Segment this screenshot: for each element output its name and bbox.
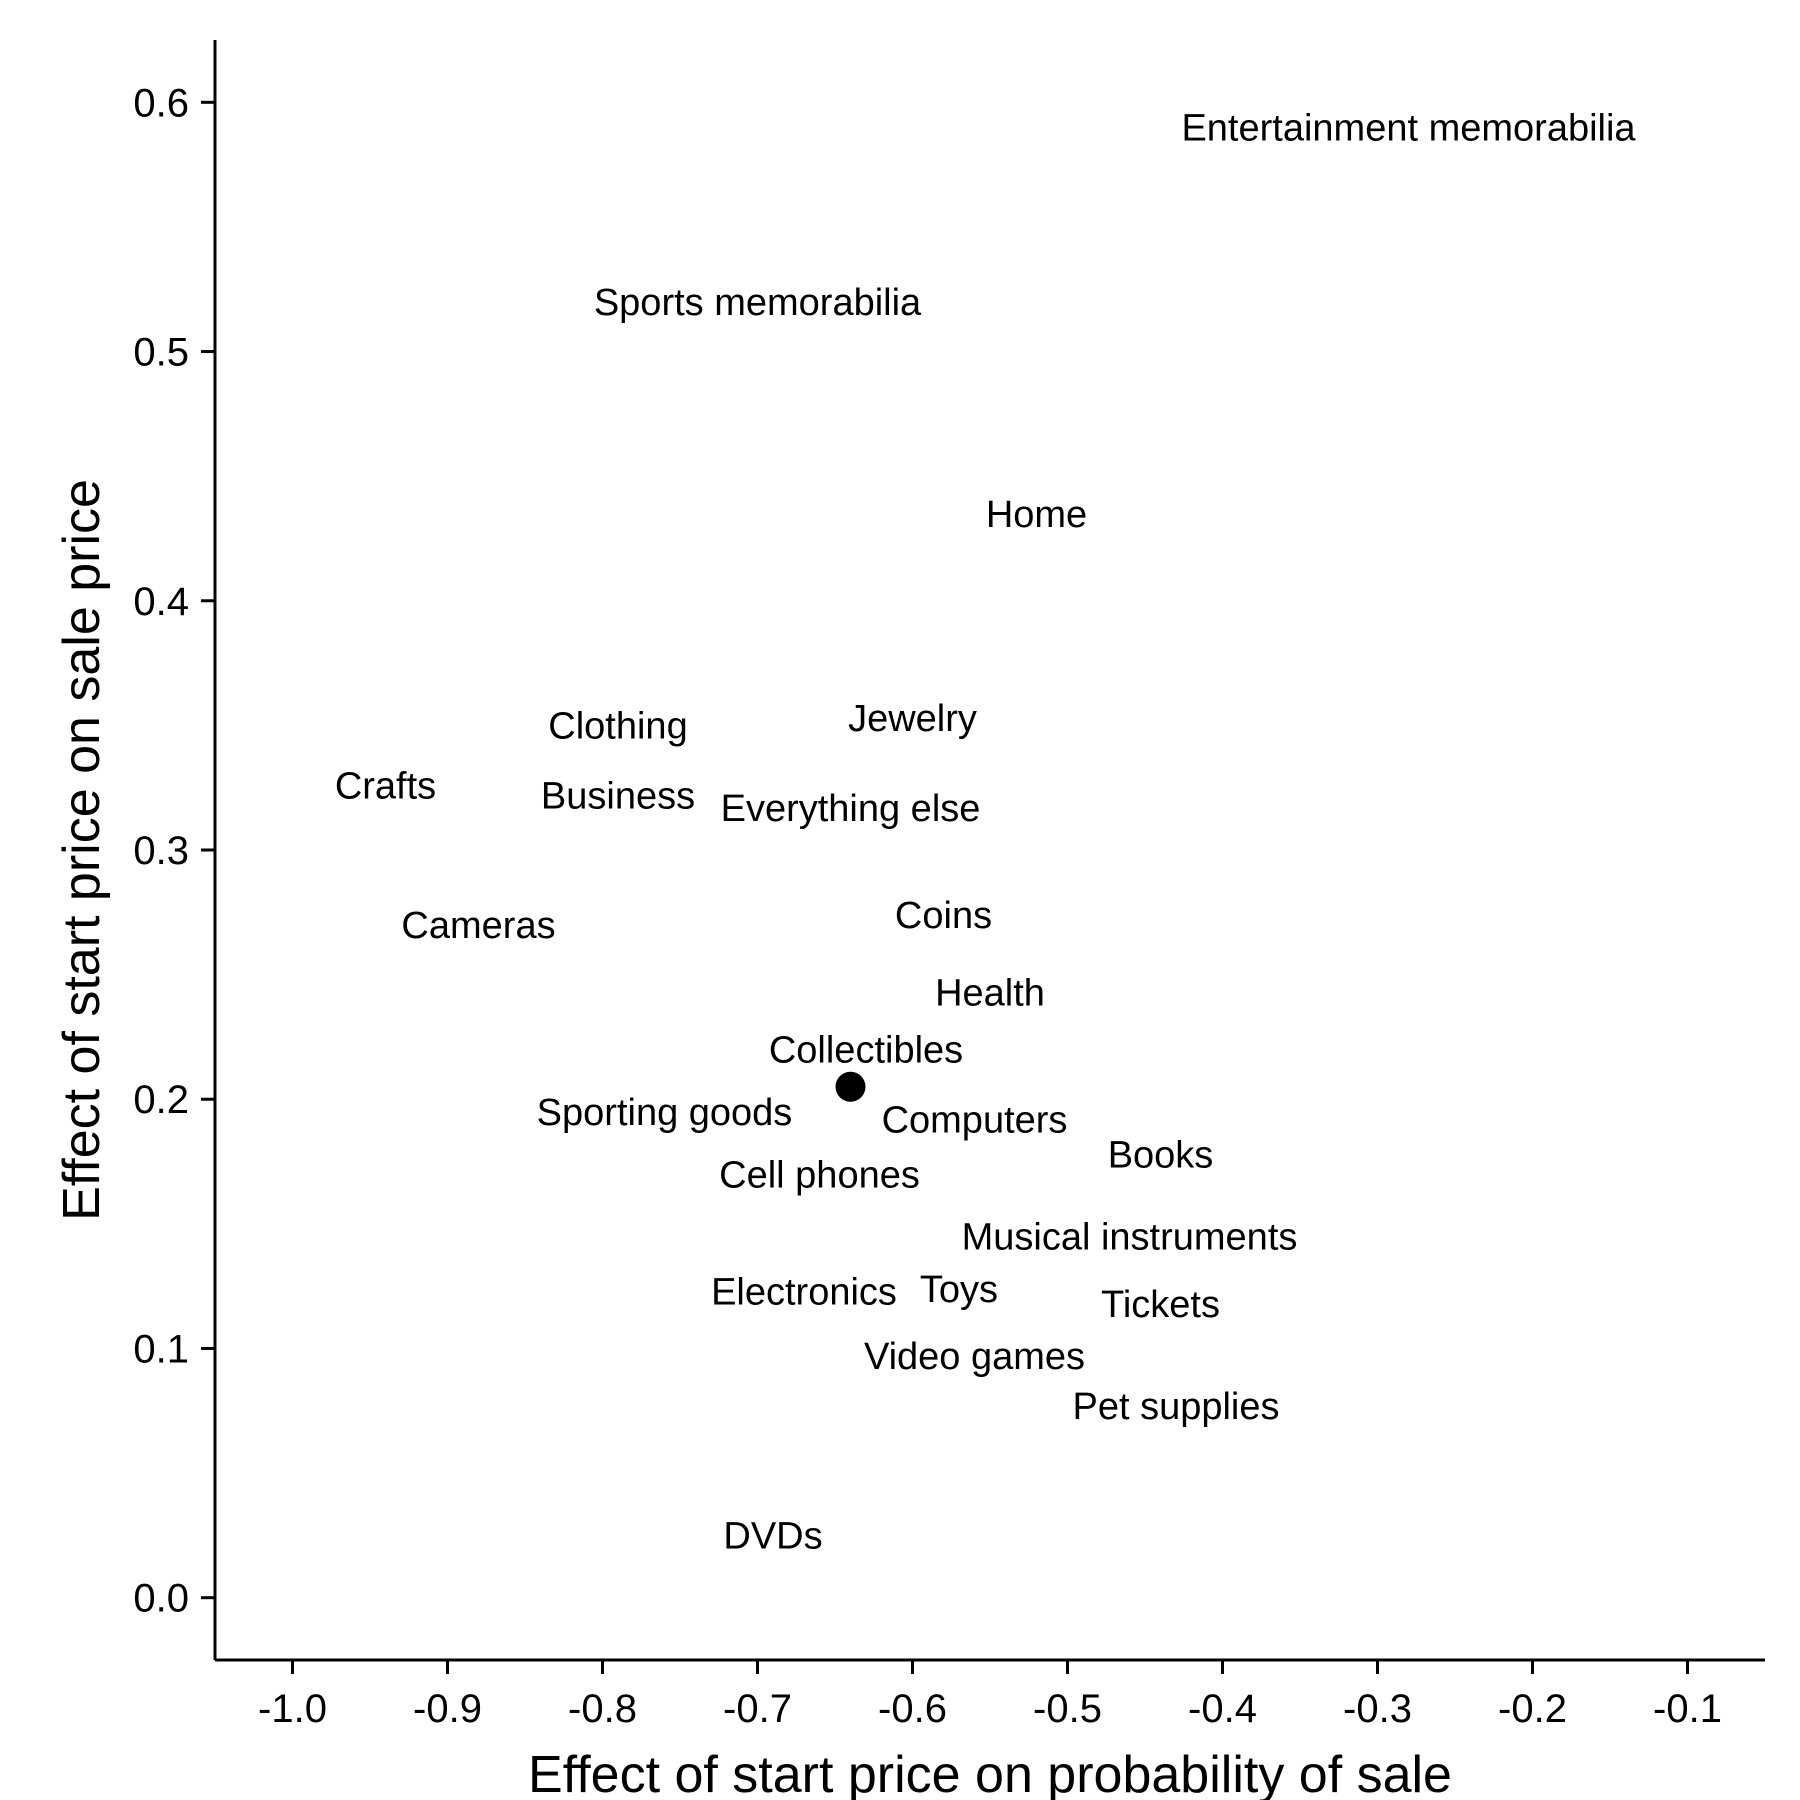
x-tick-label: -0.6 xyxy=(878,1687,947,1731)
category-label: Cell phones xyxy=(719,1154,920,1196)
category-label: Books xyxy=(1108,1134,1214,1176)
y-tick-label: 0.3 xyxy=(133,829,189,873)
x-axis-title: Effect of start price on probability of … xyxy=(528,1746,1452,1800)
category-label: Tickets xyxy=(1101,1284,1220,1326)
x-tick-label: -0.8 xyxy=(568,1687,637,1731)
category-label: Entertainment memorabilia xyxy=(1181,108,1636,150)
y-tick-label: 0.0 xyxy=(133,1577,189,1621)
category-label: Pet supplies xyxy=(1072,1386,1279,1428)
x-tick-label: -0.1 xyxy=(1653,1687,1722,1731)
y-axis-title: Effect of start price on sale price xyxy=(53,479,111,1221)
y-tick-label: 0.6 xyxy=(133,81,189,125)
category-label: Coins xyxy=(895,895,992,937)
category-label: Business xyxy=(541,775,695,817)
category-label: Jewelry xyxy=(848,698,977,740)
category-label: Clothing xyxy=(548,706,687,748)
y-tick-label: 0.4 xyxy=(133,580,189,624)
data-point xyxy=(836,1072,866,1102)
category-label: Everything else xyxy=(721,788,981,830)
category-label: Health xyxy=(935,972,1045,1014)
y-tick-label: 0.5 xyxy=(133,331,189,375)
category-label: Toys xyxy=(920,1269,998,1311)
y-tick-label: 0.2 xyxy=(133,1078,189,1122)
x-tick-label: -0.4 xyxy=(1188,1687,1257,1731)
y-tick-label: 0.1 xyxy=(133,1327,189,1371)
x-tick-label: -0.9 xyxy=(413,1687,482,1731)
x-tick-label: -0.7 xyxy=(723,1687,792,1731)
x-tick-label: -0.5 xyxy=(1033,1687,1102,1731)
category-label: Computers xyxy=(882,1099,1068,1141)
category-label: Cameras xyxy=(401,905,555,947)
category-label: Collectibles xyxy=(769,1030,963,1072)
category-label: Electronics xyxy=(711,1271,897,1313)
category-label: Video games xyxy=(864,1336,1085,1378)
x-tick-label: -1.0 xyxy=(258,1687,327,1731)
category-label: Home xyxy=(986,494,1087,536)
scatter-chart: -1.0 -0.9 -0.8 -0.7 -0.6 -0.5 -0.4 -0.3 -0.2 -0.1… xyxy=(0,0,1800,1800)
category-label: Sporting goods xyxy=(537,1092,793,1134)
category-label: Sports memorabilia xyxy=(594,282,922,324)
category-label: Crafts xyxy=(335,766,436,808)
category-label: Musical instruments xyxy=(962,1217,1298,1259)
x-tick-label: -0.3 xyxy=(1343,1687,1412,1731)
x-tick-label: -0.2 xyxy=(1498,1687,1567,1731)
category-label: DVDs xyxy=(723,1516,822,1558)
